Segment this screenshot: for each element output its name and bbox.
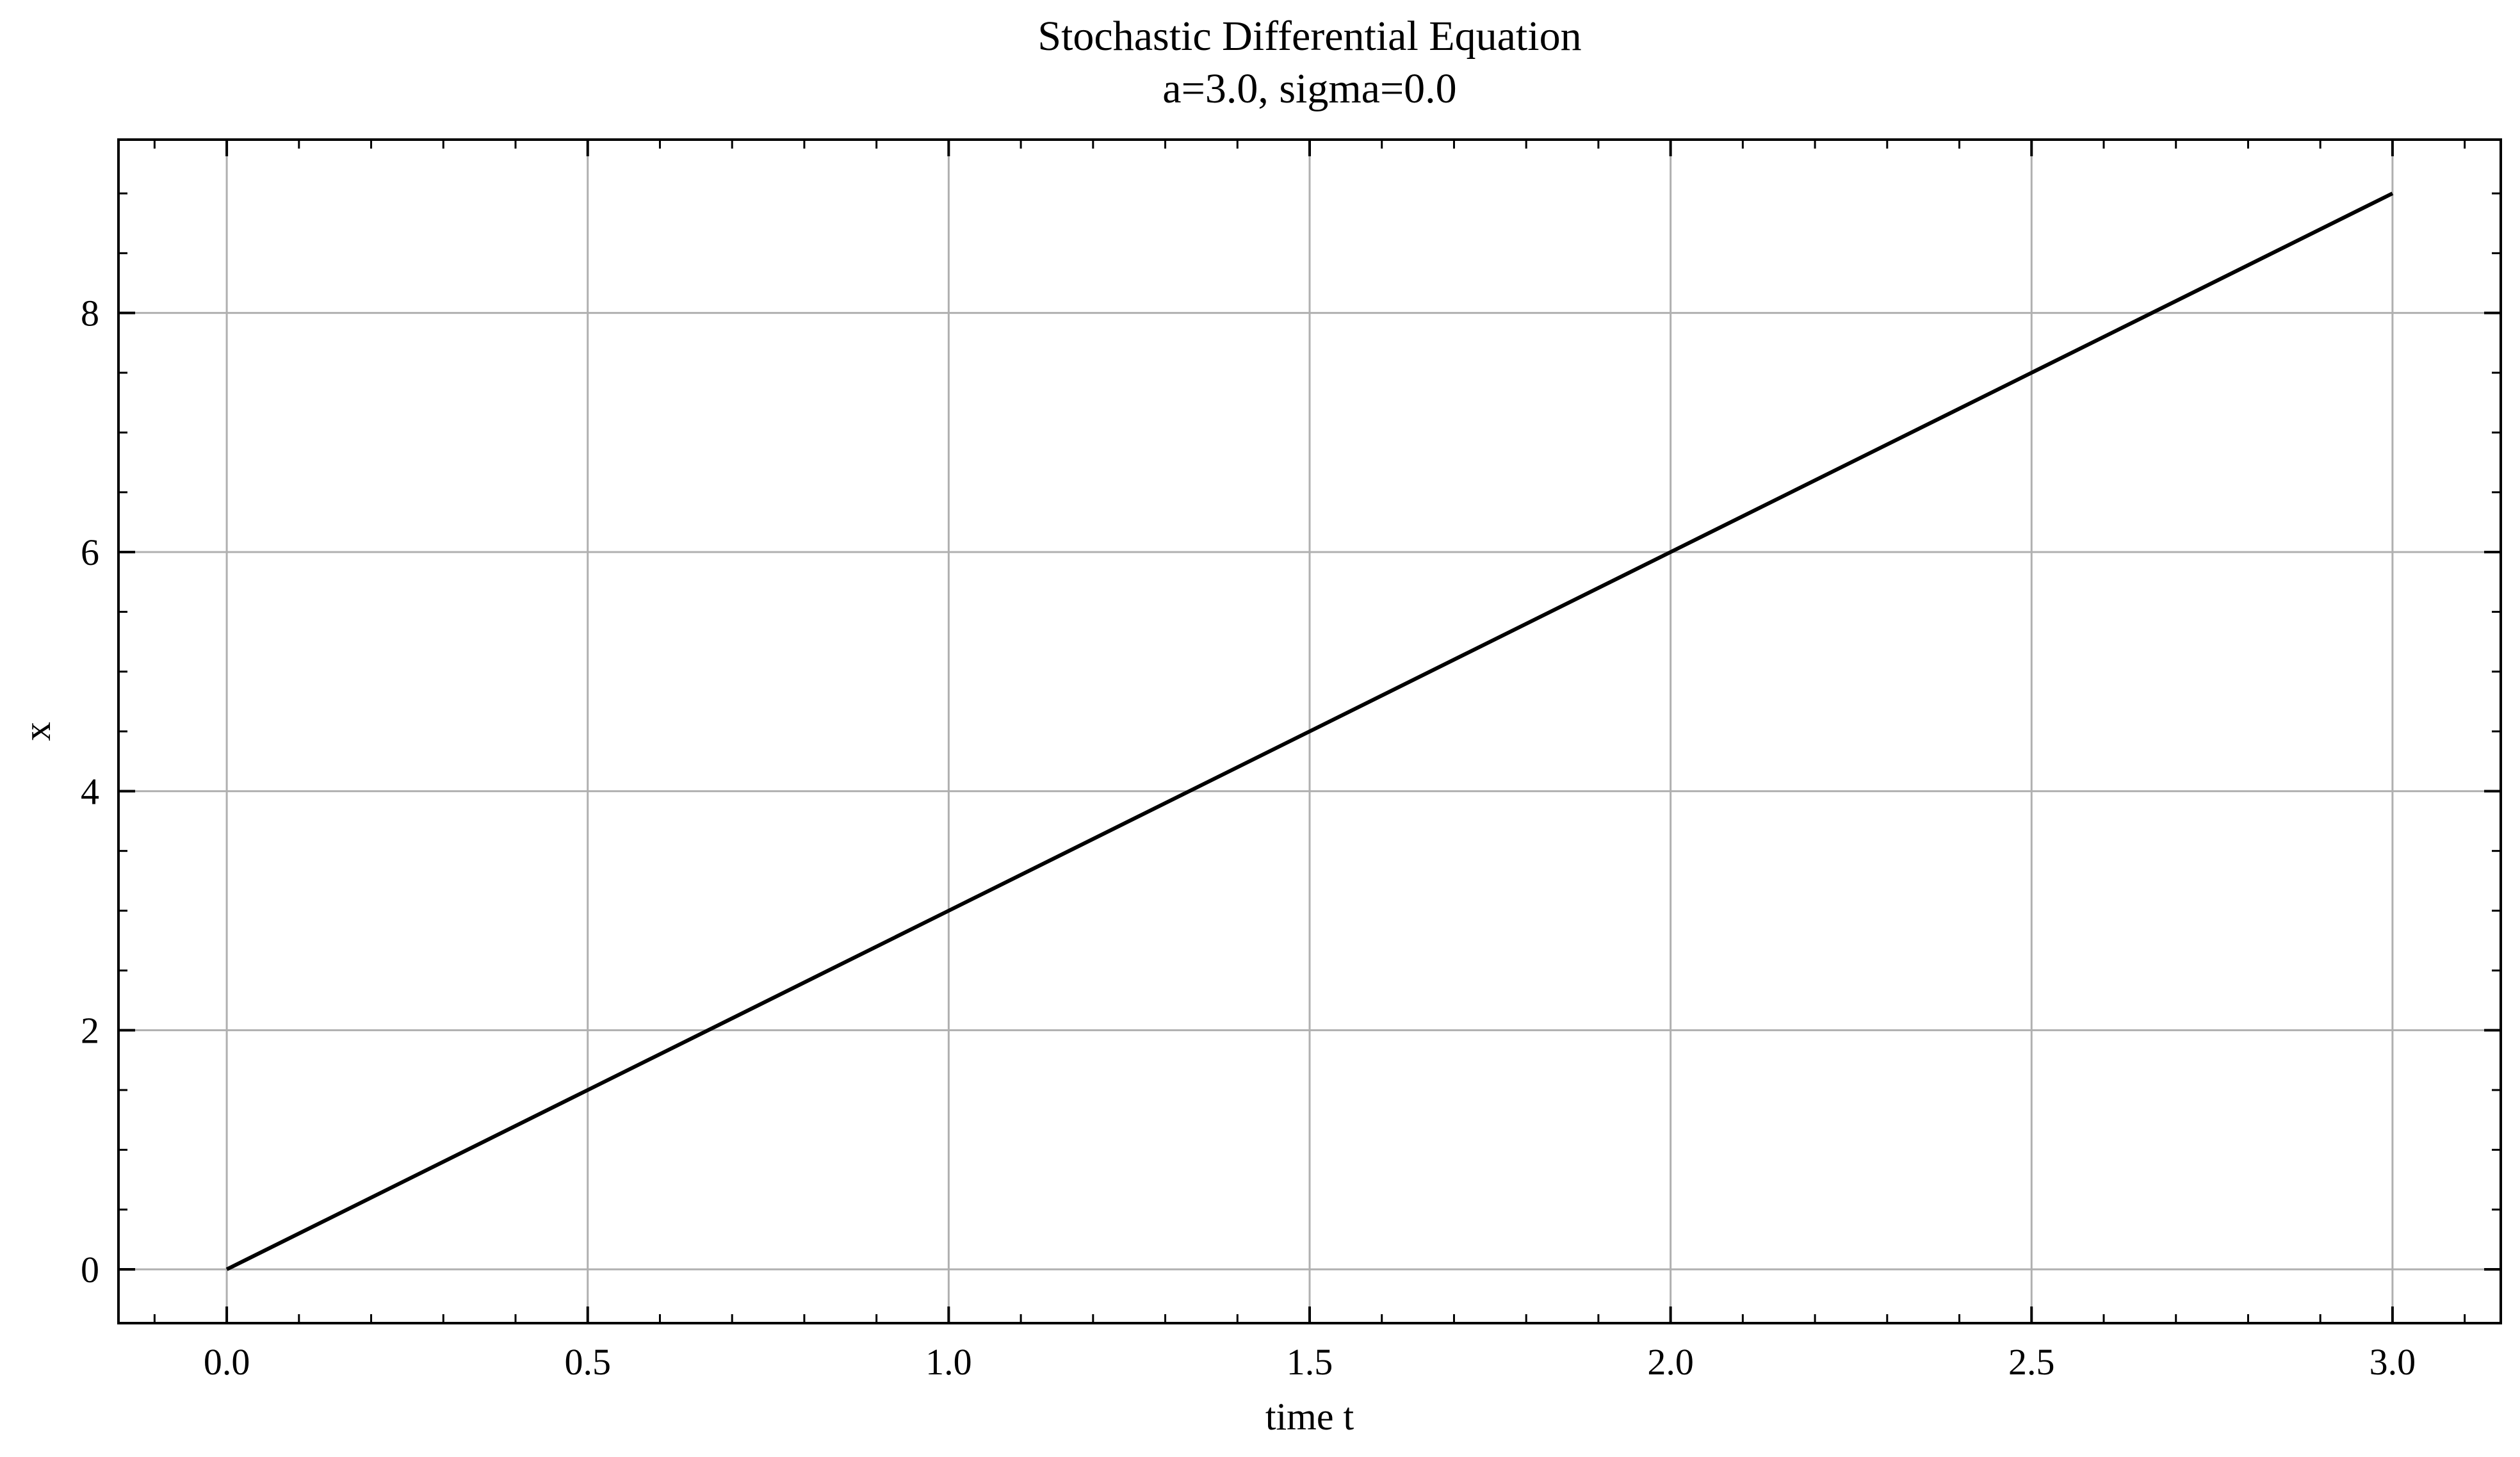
y-tick-label: 8	[81, 293, 99, 334]
y-tick-label: 4	[81, 770, 99, 812]
tick-labels: 0.0 0.5 1.0 1.5 2.0 2.5 3.0 0 2 4 6 8	[81, 293, 2416, 1383]
y-axis-label: x	[16, 722, 58, 741]
chart-subtitle: a=3.0, sigma=0.0	[1162, 65, 1456, 112]
y-tick-label: 2	[81, 1010, 99, 1052]
ticks	[118, 140, 2501, 1323]
x-tick-label: 2.0	[1647, 1341, 1694, 1383]
x-tick-label: 2.5	[2008, 1341, 2055, 1383]
series-line	[225, 191, 2394, 1271]
y-tick-label: 6	[81, 532, 99, 573]
x-tick-label: 1.0	[925, 1341, 972, 1383]
chart-title: Stochastic Differential Equation	[1037, 13, 1581, 60]
x-axis-label: time t	[1265, 1396, 1354, 1438]
y-tick-label: 0	[81, 1249, 99, 1290]
x-tick-label: 0.5	[564, 1341, 611, 1383]
x-tick-label: 3.0	[2370, 1341, 2416, 1383]
x-tick-label: 0.0	[204, 1341, 250, 1383]
x-tick-label: 1.5	[1287, 1341, 1333, 1383]
series-layer	[225, 191, 2394, 1271]
grid	[118, 140, 2501, 1323]
